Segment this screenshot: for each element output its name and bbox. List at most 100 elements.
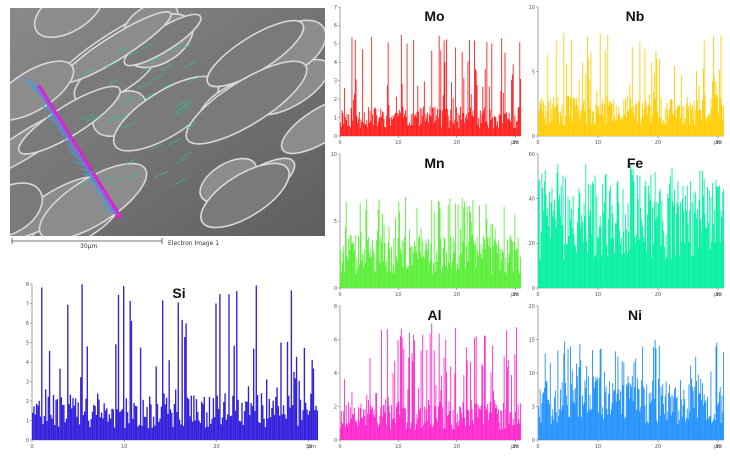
bar — [142, 399, 144, 440]
bar — [710, 98, 712, 136]
bar — [642, 386, 644, 440]
linescan-spike — [150, 143, 164, 151]
bar — [587, 59, 589, 136]
bar — [548, 123, 550, 136]
bar — [474, 338, 475, 440]
bar — [388, 226, 390, 288]
bar — [579, 120, 581, 136]
bar — [565, 395, 567, 440]
y-tick-label: 2 — [334, 404, 337, 410]
bar — [340, 410, 342, 440]
bar — [91, 411, 94, 440]
bar — [654, 340, 656, 440]
bar — [443, 357, 445, 440]
bar — [121, 408, 124, 440]
bar — [609, 190, 610, 288]
x-tick-label: 10 — [395, 292, 401, 298]
bar — [596, 195, 598, 288]
bar — [372, 240, 373, 288]
bar — [367, 106, 369, 136]
bar — [707, 396, 708, 440]
bar — [177, 302, 179, 440]
bar — [646, 250, 648, 288]
linescan-spike — [59, 133, 72, 140]
bar — [45, 389, 47, 440]
bar — [397, 238, 399, 288]
bar — [671, 394, 673, 440]
bar — [681, 199, 683, 288]
bar — [358, 264, 360, 288]
bar — [559, 216, 561, 288]
bar — [371, 37, 373, 137]
bar — [107, 421, 109, 440]
bar — [667, 411, 669, 440]
linescan-spike — [56, 123, 64, 128]
bar — [230, 415, 233, 440]
bar — [81, 284, 83, 440]
bar — [596, 90, 598, 136]
bar — [602, 99, 604, 136]
bar — [370, 405, 372, 440]
bar — [381, 416, 383, 440]
bar — [606, 95, 608, 136]
bar — [397, 340, 399, 440]
bar — [342, 252, 344, 288]
bar — [576, 97, 577, 136]
bar — [362, 49, 364, 137]
bar — [467, 409, 469, 440]
bar — [405, 196, 406, 288]
bar — [712, 421, 714, 440]
bar — [390, 125, 392, 136]
bar — [675, 213, 677, 288]
bar — [556, 105, 558, 136]
bar — [433, 122, 435, 136]
bar — [392, 265, 394, 288]
bar — [671, 99, 673, 136]
bar — [597, 378, 599, 440]
bar — [479, 408, 480, 440]
linescan-spike — [86, 115, 99, 122]
bar — [511, 241, 513, 288]
bar — [389, 412, 391, 440]
bar — [590, 184, 592, 288]
bar — [447, 414, 449, 440]
bar — [245, 401, 247, 440]
bar — [59, 368, 61, 440]
bar — [664, 259, 666, 288]
bar — [664, 108, 666, 136]
bar — [681, 416, 683, 440]
bar — [583, 203, 585, 288]
bar — [599, 349, 601, 440]
bar — [722, 119, 724, 136]
bar — [608, 218, 610, 288]
bar — [284, 414, 286, 440]
bar — [693, 407, 695, 440]
bar — [271, 407, 273, 440]
bar — [405, 116, 407, 136]
bar — [87, 420, 90, 440]
bar — [238, 420, 241, 440]
bar — [404, 114, 406, 136]
bar — [407, 125, 409, 136]
bar — [713, 414, 715, 440]
bar — [577, 110, 579, 136]
bar — [673, 396, 675, 440]
bar — [563, 353, 565, 440]
bar — [481, 114, 483, 136]
bar — [241, 402, 243, 440]
linescan-spike — [95, 187, 104, 193]
sem-caption: Electron Image 1 — [168, 240, 219, 247]
bar — [575, 388, 577, 440]
bar — [390, 272, 392, 288]
y-tick-label: 3 — [334, 79, 337, 85]
bar — [462, 112, 464, 136]
linescan-spike — [127, 49, 141, 57]
bar — [443, 40, 445, 136]
y-tick-label: 7 — [334, 5, 337, 11]
bar — [355, 422, 357, 440]
bar — [450, 236, 452, 288]
bar — [614, 252, 615, 288]
bar — [639, 175, 641, 288]
bar — [718, 186, 719, 288]
